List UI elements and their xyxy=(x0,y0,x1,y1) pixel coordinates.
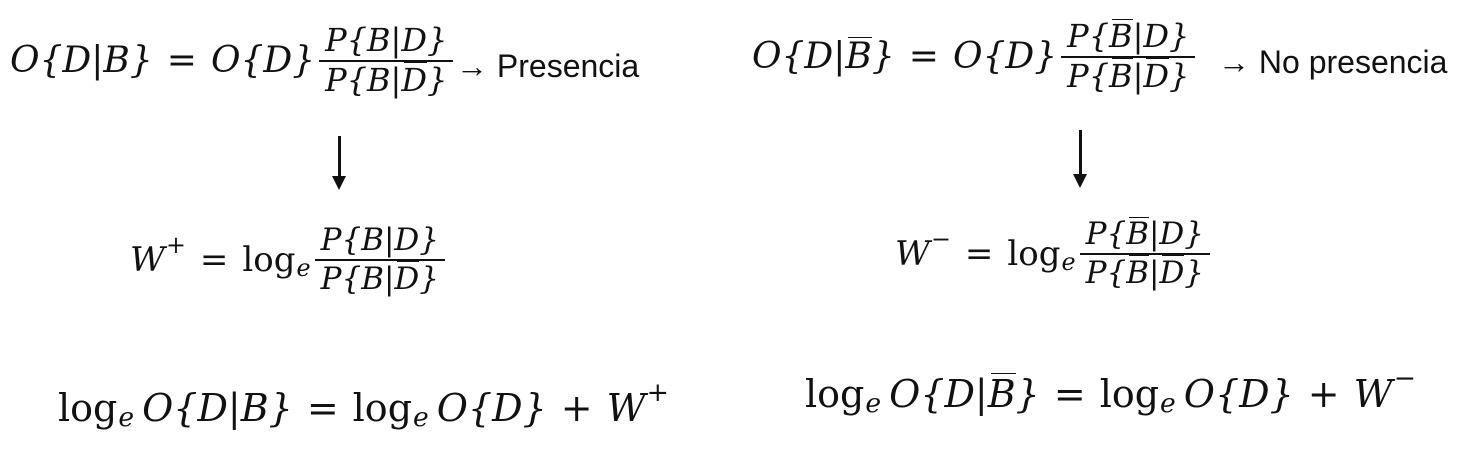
presence-label: → Presencia xyxy=(456,48,640,84)
posterior-odds: O{D|B} xyxy=(889,372,1040,416)
log-operator: log xyxy=(352,386,413,430)
prior-odds: O{D} xyxy=(1183,372,1294,416)
equals-sign: = xyxy=(964,233,994,274)
log-operator: log xyxy=(242,239,296,280)
weight-sign: − xyxy=(930,225,951,254)
no-presence-label: → No presencia xyxy=(1218,44,1448,80)
weight-sign: + xyxy=(165,231,186,260)
equals-sign: = xyxy=(1053,372,1086,416)
plus-sign: + xyxy=(1307,372,1340,416)
log-operator: log xyxy=(1099,372,1160,416)
fraction-denominator: P{B|D} xyxy=(320,260,440,297)
weight-symbol: W xyxy=(130,239,165,280)
fraction-numerator: P{B|D} xyxy=(1061,17,1196,58)
likelihood-ratio-fraction: P{B|D} P{B|D} xyxy=(319,21,454,100)
fraction-numerator: P{B|D} xyxy=(314,222,445,261)
equals-sign: = xyxy=(166,40,197,82)
weight-minus-equation: W − = log e P{B|D} P{B|D} xyxy=(895,216,1214,291)
likelihood-ratio-fraction: P{B|D} P{B|D} xyxy=(1061,17,1196,96)
log-operator: log xyxy=(1007,233,1061,274)
prior-odds: O{D} xyxy=(210,40,316,82)
log-operator: log xyxy=(58,386,118,430)
log-base: e xyxy=(413,401,429,433)
prior-odds: O{D} xyxy=(436,386,547,430)
weight-plus-equation: W + = log e P{B|D} P{B|D} xyxy=(130,222,449,297)
weight-fraction: P{B|D} P{B|D} xyxy=(1079,216,1211,291)
weight-symbol: W xyxy=(895,233,930,274)
plus-sign: + xyxy=(560,386,593,430)
weight-sign: − xyxy=(1393,362,1416,394)
log-base: e xyxy=(296,253,311,282)
weight-sign: + xyxy=(646,376,669,408)
log-odds-equation-presence: log e O{D|B} = log e O{D} + W + xyxy=(58,377,669,433)
equals-sign: = xyxy=(306,386,339,430)
weight-symbol: W xyxy=(1353,372,1393,416)
fraction-denominator: P{B|D} xyxy=(1067,56,1190,95)
odds-lhs: O{D|B} xyxy=(752,36,895,78)
fraction-numerator: P{B|D} xyxy=(319,21,454,62)
log-operator: log xyxy=(805,372,865,416)
prior-odds: O{D} xyxy=(952,36,1058,78)
equals-sign: = xyxy=(908,36,939,78)
fraction-denominator: P{B|D} xyxy=(1085,254,1205,291)
posterior-odds: O{D|B} xyxy=(142,386,293,430)
odds-equation-presence: O{D|B} = O{D} P{B|D} P{B|D} xyxy=(10,21,457,100)
weight-fraction: P{B|D} P{B|D} xyxy=(314,222,445,297)
odds-equation-no-presence: O{D|B} = O{D} P{B|D} P{B|D} xyxy=(752,17,1199,96)
weight-symbol: W xyxy=(606,386,646,430)
fraction-numerator: P{B|D} xyxy=(1079,216,1211,255)
log-base: e xyxy=(865,387,882,419)
equals-sign: = xyxy=(199,239,229,280)
fraction-denominator: P{B|D} xyxy=(325,60,448,99)
log-base: e xyxy=(118,401,135,433)
log-base: e xyxy=(1160,387,1176,419)
log-base: e xyxy=(1061,247,1076,276)
odds-lhs: O{D|B} xyxy=(10,40,153,82)
log-odds-equation-no-presence: log e O{D|B} = log e O{D} + W − xyxy=(805,363,1416,419)
